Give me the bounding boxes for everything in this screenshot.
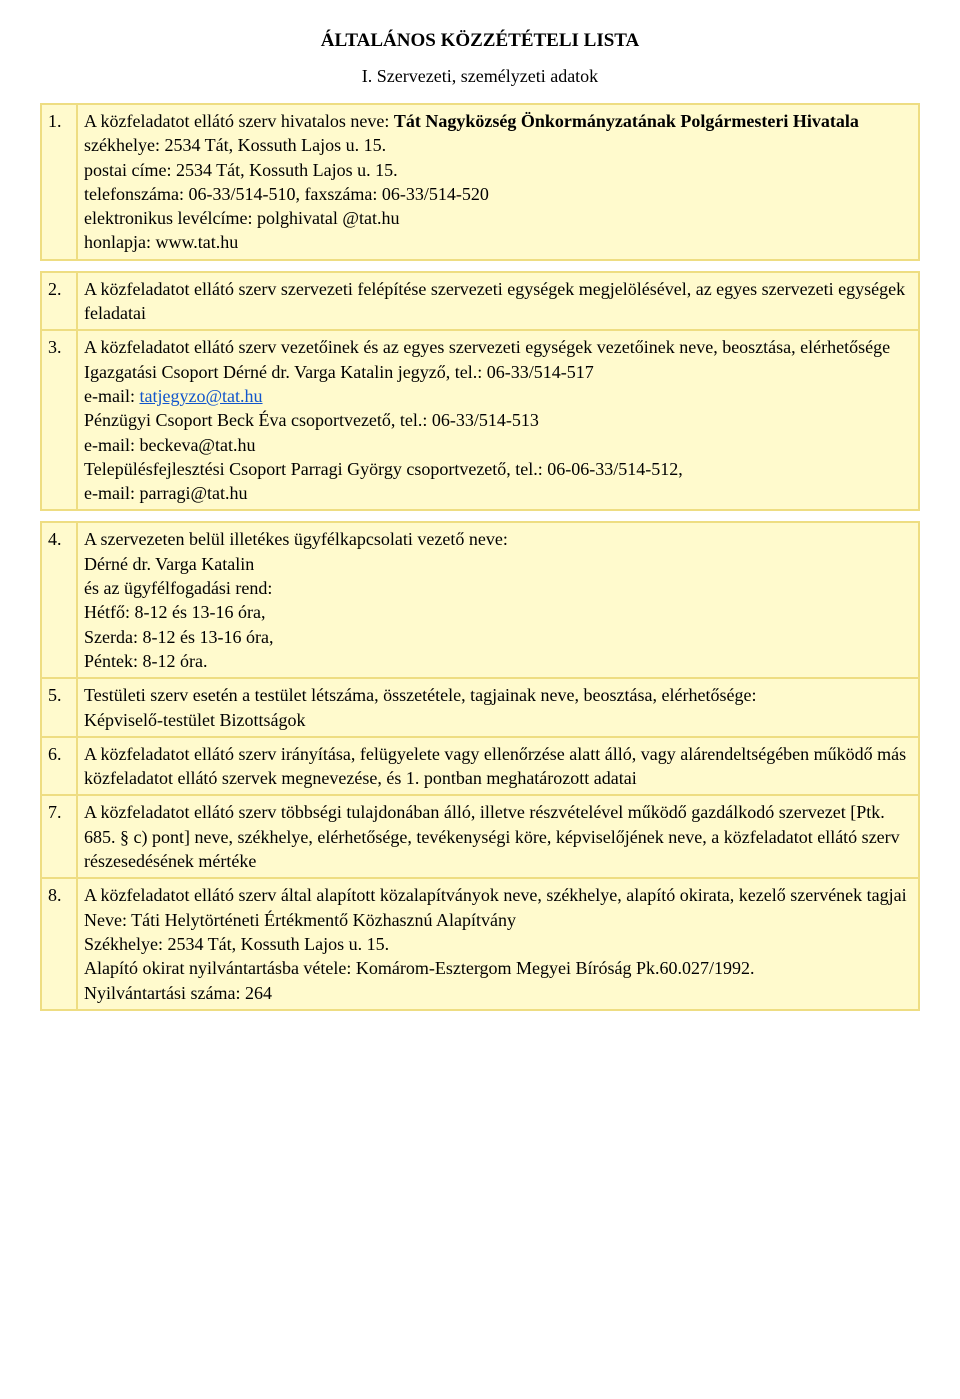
list-table: 4. A szervezeten belül illetékes ügyfélka… [40,521,920,1010]
text-line: A közfeladatot ellátó szerv többségi tul… [84,800,912,873]
row-content: A közfeladatot ellátó szerv által alapít… [78,879,918,1008]
row-content: A közfeladatot ellátó szerv irányítása, … [78,738,918,795]
table-row: 8. A közfeladatot ellátó szerv által alap… [42,879,918,1008]
list-table: 2.A közfeladatot ellátó szerv szervezeti… [40,271,920,512]
text-line: és az ügyfélfogadási rend: [84,576,912,600]
text-line: Testületi szerv esetén a testület létszá… [84,683,912,707]
text-line: Pénzügyi Csoport Beck Éva csoportvezető,… [84,408,912,432]
row-content: A közfeladatot ellátó szerv többségi tul… [78,796,918,877]
row-number: 3. [42,331,76,509]
text-line: postai címe: 2534 Tát, Kossuth Lajos u. … [84,158,912,182]
text-line: Településfejlesztési Csoport Parragi Gyö… [84,457,912,481]
row-number: 7. [42,796,76,877]
text-line: e-mail: tatjegyzo@tat.hu [84,384,912,408]
table-row: 5. Testületi szerv esetén a testület léts… [42,679,918,736]
table-row: 4. A szervezeten belül illetékes ügyfélka… [42,523,918,677]
section-gap [40,511,920,521]
email-link[interactable]: tatjegyzo@tat.hu [139,386,262,406]
page-title: ÁLTALÁNOS KÖZZÉTÉTELI LISTA [40,30,920,52]
text-line: Dérné dr. Varga Katalin [84,552,912,576]
page-subtitle: I. Szervezeti, személyzeti adatok [40,66,920,87]
row-number: 2. [42,273,76,330]
text-line: Alapító okirat nyilvántartásba vétele: K… [84,956,912,980]
row-number: 8. [42,879,76,1008]
text-line: A közfeladatot ellátó szerv hivatalos ne… [84,109,912,133]
text-line: Szerda: 8-12 és 13-16 óra, [84,625,912,649]
text-line: A közfeladatot ellátó szerv vezetőinek é… [84,335,912,359]
row-number: 1. [42,105,76,259]
text-line: A közfeladatot ellátó szerv irányítása, … [84,742,912,791]
text-line: Képviselő-testület Bizottságok [84,708,912,732]
section-gap [40,261,920,271]
document-body: 1. A közfeladatot ellátó szerv hivatalos … [40,103,920,1011]
table-row: 1. A közfeladatot ellátó szerv hivatalos … [42,105,918,259]
text-line: Hétfő: 8-12 és 13-16 óra, [84,600,912,624]
text-line: A közfeladatot ellátó szerv által alapít… [84,883,912,907]
row-number: 5. [42,679,76,736]
text-line: Neve: Táti Helytörténeti Értékmentő Közh… [84,908,912,932]
text-line: Székhelye: 2534 Tát, Kossuth Lajos u. 15… [84,932,912,956]
text-line: e-mail: beckeva@tat.hu [84,433,912,457]
text-line: székhelye: 2534 Tát, Kossuth Lajos u. 15… [84,133,912,157]
text-line: A közfeladatot ellátó szerv szervezeti f… [84,277,912,326]
text-line: A szervezeten belül illetékes ügyfélkapc… [84,527,912,551]
table-row: 6.A közfeladatot ellátó szerv irányítása… [42,738,918,795]
row-content: A szervezeten belül illetékes ügyfélkapc… [78,523,918,677]
table-row: 2.A közfeladatot ellátó szerv szervezeti… [42,273,918,330]
row-content: A közfeladatot ellátó szerv szervezeti f… [78,273,918,330]
row-content: A közfeladatot ellátó szerv vezetőinek é… [78,331,918,509]
table-row: 3. A közfeladatot ellátó szerv vezetőinek… [42,331,918,509]
text-line: elektronikus levélcíme: polghivatal @tat… [84,206,912,230]
text-line: e-mail: parragi@tat.hu [84,481,912,505]
text-line: telefonszáma: 06-33/514-510, faxszáma: 0… [84,182,912,206]
table-row: 7.A közfeladatot ellátó szerv többségi t… [42,796,918,877]
text-line: Nyilvántartási száma: 264 [84,981,912,1005]
text-line: honlapja: www.tat.hu [84,230,912,254]
row-number: 6. [42,738,76,795]
text-line: Péntek: 8-12 óra. [84,649,912,673]
row-content: A közfeladatot ellátó szerv hivatalos ne… [78,105,918,259]
row-content: Testületi szerv esetén a testület létszá… [78,679,918,736]
row-number: 4. [42,523,76,677]
text-line: Igazgatási Csoport Dérné dr. Varga Katal… [84,360,912,384]
bold-text: Tát Nagyközség Önkormányzatának Polgárme… [394,111,859,131]
list-table: 1. A közfeladatot ellátó szerv hivatalos … [40,103,920,261]
